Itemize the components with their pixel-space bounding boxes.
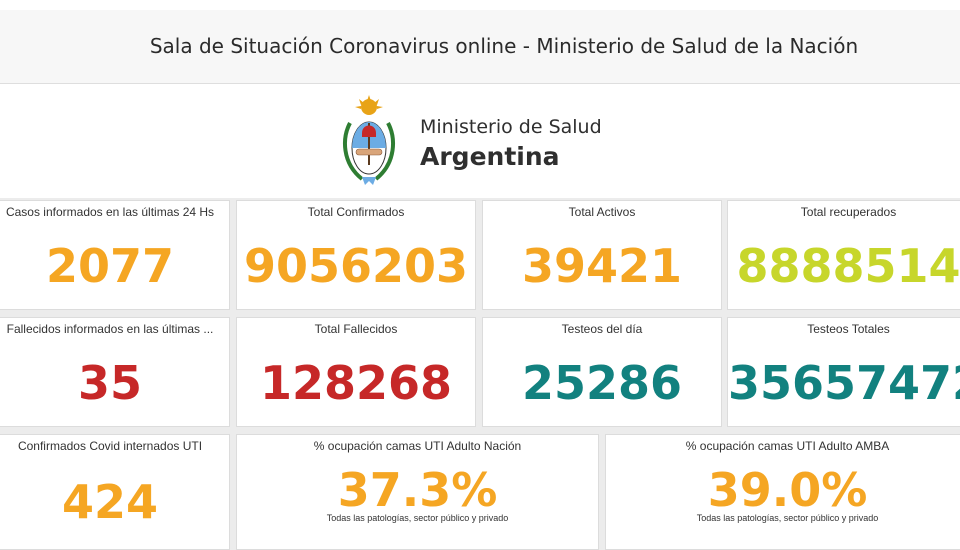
card-label: Confirmados Covid internados UTI [17,439,203,453]
card-value: 8888514 [736,239,960,293]
ministry-logo: Ministerio de Salud Argentina [0,84,960,198]
card-value: 9056203 [243,239,469,293]
top-strip [0,0,960,10]
card-value: 39421 [521,239,683,293]
card-label: Casos informados en las últimas 24 Hs [5,205,215,219]
card-value: 39.0% [707,463,868,517]
page-title: Sala de Situación Coronavirus online - M… [149,34,859,58]
card-casos-24h: Casos informados en las últimas 24 Hs 20… [0,200,230,310]
card-internados-uti: Confirmados Covid internados UTI 424 [0,434,230,550]
card-total-recuperados: Total recuperados 8888514 [727,200,960,310]
card-label: Fallecidos informados en las últimas ... [6,322,214,336]
card-label: Total Confirmados [307,205,405,219]
card-label: % ocupación camas UTI Adulto Nación [313,439,522,453]
card-note: Todas las patologías, sector público y p… [696,513,879,523]
card-label: Total Activos [568,205,636,219]
card-label: % ocupación camas UTI Adulto AMBA [685,439,890,453]
card-label: Total recuperados [800,205,897,219]
card-value: 2077 [45,239,175,293]
card-ocupacion-nacion: % ocupación camas UTI Adulto Nación 37.3… [236,434,599,550]
logo-ministry-text: Ministerio de Salud [420,116,602,138]
card-value: 35 [77,356,142,410]
logo-country-text: Argentina [420,142,560,171]
argentina-coat-of-arms-icon [343,95,395,185]
card-testeos-totales: Testeos Totales 35657472 [727,317,960,427]
card-ocupacion-amba: % ocupación camas UTI Adulto AMBA 39.0% … [605,434,960,550]
card-total-activos: Total Activos 39421 [482,200,722,310]
card-label: Testeos del día [561,322,643,336]
card-label: Testeos Totales [807,322,890,336]
card-testeos-dia: Testeos del día 25286 [482,317,722,427]
card-fallecidos-24h: Fallecidos informados en las últimas ...… [0,317,230,427]
card-total-fallecidos: Total Fallecidos 128268 [236,317,476,427]
card-total-confirmados: Total Confirmados 9056203 [236,200,476,310]
card-value: 424 [61,475,159,529]
card-value: 35657472 [728,356,960,410]
card-value: 128268 [259,356,453,410]
card-value: 25286 [521,356,683,410]
card-value: 37.3% [337,463,498,517]
card-note: Todas las patologías, sector público y p… [326,513,509,523]
title-bar: Sala de Situación Coronavirus online - M… [0,10,960,84]
card-label: Total Fallecidos [314,322,398,336]
